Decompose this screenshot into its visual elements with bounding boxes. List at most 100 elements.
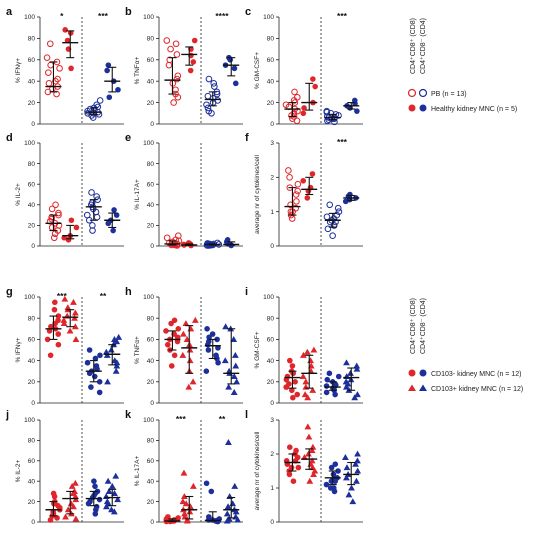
data-point-g-g3-7	[107, 346, 115, 353]
data-point-j-g1-1	[62, 513, 69, 520]
data-point-h-g2-3	[213, 352, 219, 359]
data-point-b-g2-7	[204, 92, 212, 100]
data-point-g-g0-1	[55, 341, 62, 348]
data-point-j-g0-1	[54, 515, 60, 521]
data-point-b-g2-11	[210, 80, 218, 87]
data-point-g-g3-2	[113, 362, 121, 369]
y-axis-label-l: average nr of cytokines/cell	[254, 431, 261, 510]
y-tick-label-h-4: 80	[147, 315, 155, 322]
data-point-h-g1-10	[182, 320, 190, 327]
data-point-l-g3-7	[343, 464, 351, 471]
data-point-l-g3-9	[354, 457, 361, 464]
data-point-i-g3-0	[351, 394, 359, 401]
data-point-g-g2-9	[92, 355, 99, 362]
y-tick-label-d-3: 60	[28, 181, 36, 188]
data-point-l-g1-1	[310, 471, 317, 477]
data-point-i-g3-10	[353, 362, 361, 369]
data-point-d-g1-3	[73, 224, 80, 231]
data-point-g-g1-7	[71, 309, 79, 316]
data-point-k-g1-9	[180, 493, 188, 500]
y-tick-label-h-2: 40	[147, 358, 155, 365]
data-point-b-g1-0	[187, 67, 194, 74]
data-point-j-g2-5	[96, 496, 103, 503]
y-tick-label-g-5: 100	[24, 294, 35, 301]
y-tick-label-a-4: 80	[28, 36, 36, 43]
data-point-h-g1-8	[179, 330, 187, 337]
y-tick-label-d-2: 40	[28, 202, 36, 209]
data-point-d-g0-8	[48, 213, 55, 221]
data-point-a-g0-7	[56, 65, 63, 72]
data-point-g-g1-3	[60, 320, 68, 327]
data-point-k-g3-7	[224, 503, 232, 510]
panel-label-h: h	[125, 286, 132, 298]
data-point-l-g1-2	[311, 467, 319, 474]
y-tick-label-d-1: 20	[28, 223, 36, 230]
data-point-k-g1-10	[189, 482, 197, 489]
data-point-i-g2-5	[323, 383, 330, 389]
y-tick-label-d-5: 100	[24, 140, 35, 147]
data-point-l-g2-11	[331, 485, 337, 491]
data-point-l-g1-3	[309, 464, 317, 471]
data-point-b-g2-8	[213, 90, 221, 98]
y-tick-label-l-3: 3	[270, 417, 274, 424]
panel-i: i 0 20 40 60 80 100 % GM-CSF+	[245, 286, 363, 407]
y-tick-label-k-5: 100	[143, 417, 154, 424]
data-point-g-g2-8	[84, 359, 91, 366]
data-point-f-g0-5	[293, 198, 300, 205]
legend-bottom-header-cd4: CD4⁺CD8⁻ (CD4)	[420, 298, 427, 354]
data-point-d-g0-12	[52, 201, 59, 209]
data-point-i-g1-4	[302, 378, 310, 385]
y-tick-label-i-3: 60	[267, 337, 275, 344]
data-point-k-g1-2	[181, 513, 189, 520]
data-point-j-g0-11	[50, 490, 57, 497]
legend-bottom-header-cd8: CD4⁺CD8⁺ (CD8)	[410, 298, 417, 354]
data-point-h-g1-3	[186, 357, 194, 364]
data-point-l-g3-2	[348, 484, 355, 491]
data-point-l-g1-8	[308, 447, 316, 454]
data-point-h-g2-4	[205, 347, 212, 353]
panel-label-a: a	[6, 6, 13, 18]
data-point-i-g0-1	[294, 391, 301, 398]
data-point-i-g3-8	[347, 369, 354, 376]
data-point-i-g1-8	[307, 357, 314, 364]
data-point-i-g0-11	[287, 357, 293, 364]
data-point-i-g1-1	[301, 391, 309, 398]
data-point-d-g0-4	[55, 222, 63, 229]
y-tick-label-g-1: 20	[28, 379, 36, 386]
data-point-b-g0-6	[174, 72, 182, 80]
data-point-i-g0-10	[289, 363, 296, 369]
panel-label-e: e	[125, 132, 131, 144]
legend-bottom-item1-blue-marker	[419, 369, 427, 377]
data-point-i-g1-10	[303, 348, 311, 355]
data-point-g-g0-6	[48, 323, 54, 330]
data-point-f-g0-6	[292, 191, 300, 198]
data-point-f-g2-6	[323, 213, 331, 221]
data-point-g-g2-10	[97, 352, 103, 359]
data-point-a-g1-0	[68, 65, 74, 72]
y-axis-label-k: % IL-17A+	[134, 456, 141, 487]
y-tick-label-e-5: 100	[143, 140, 154, 147]
data-point-c-g1-0	[300, 110, 307, 117]
data-point-g-g1-1	[66, 327, 74, 334]
data-point-j-g2-0	[92, 511, 99, 517]
data-point-h-g1-4	[179, 351, 187, 358]
data-point-a-g0-5	[54, 75, 61, 83]
data-point-i-g1-3	[302, 383, 310, 390]
data-point-k-g1-7	[182, 500, 190, 507]
legends-layer: CD4⁺CD8⁺ (CD8) CD4⁺CD8⁻ (CD4) PB (n = 13…	[407, 18, 523, 393]
panel-label-j: j	[5, 409, 9, 421]
data-point-c-g0-8	[282, 101, 290, 109]
panel-label-f: f	[245, 132, 249, 144]
data-point-f-g0-0	[288, 215, 296, 222]
significance-label-a-1: ***	[98, 11, 109, 21]
data-point-i-g0-0	[290, 394, 296, 401]
y-tick-label-e-2: 40	[147, 202, 155, 209]
y-tick-label-c-2: 40	[267, 78, 275, 85]
panel-d: d 0 20 40 60 80 100 % IL-2+	[6, 132, 124, 250]
panel-b: b 0 20 40 60 80 100 % TNFα+ ****	[125, 6, 243, 128]
data-point-f-g2-7	[333, 211, 341, 219]
data-point-f-g0-7	[294, 187, 301, 195]
y-tick-label-l-2: 2	[270, 451, 274, 458]
